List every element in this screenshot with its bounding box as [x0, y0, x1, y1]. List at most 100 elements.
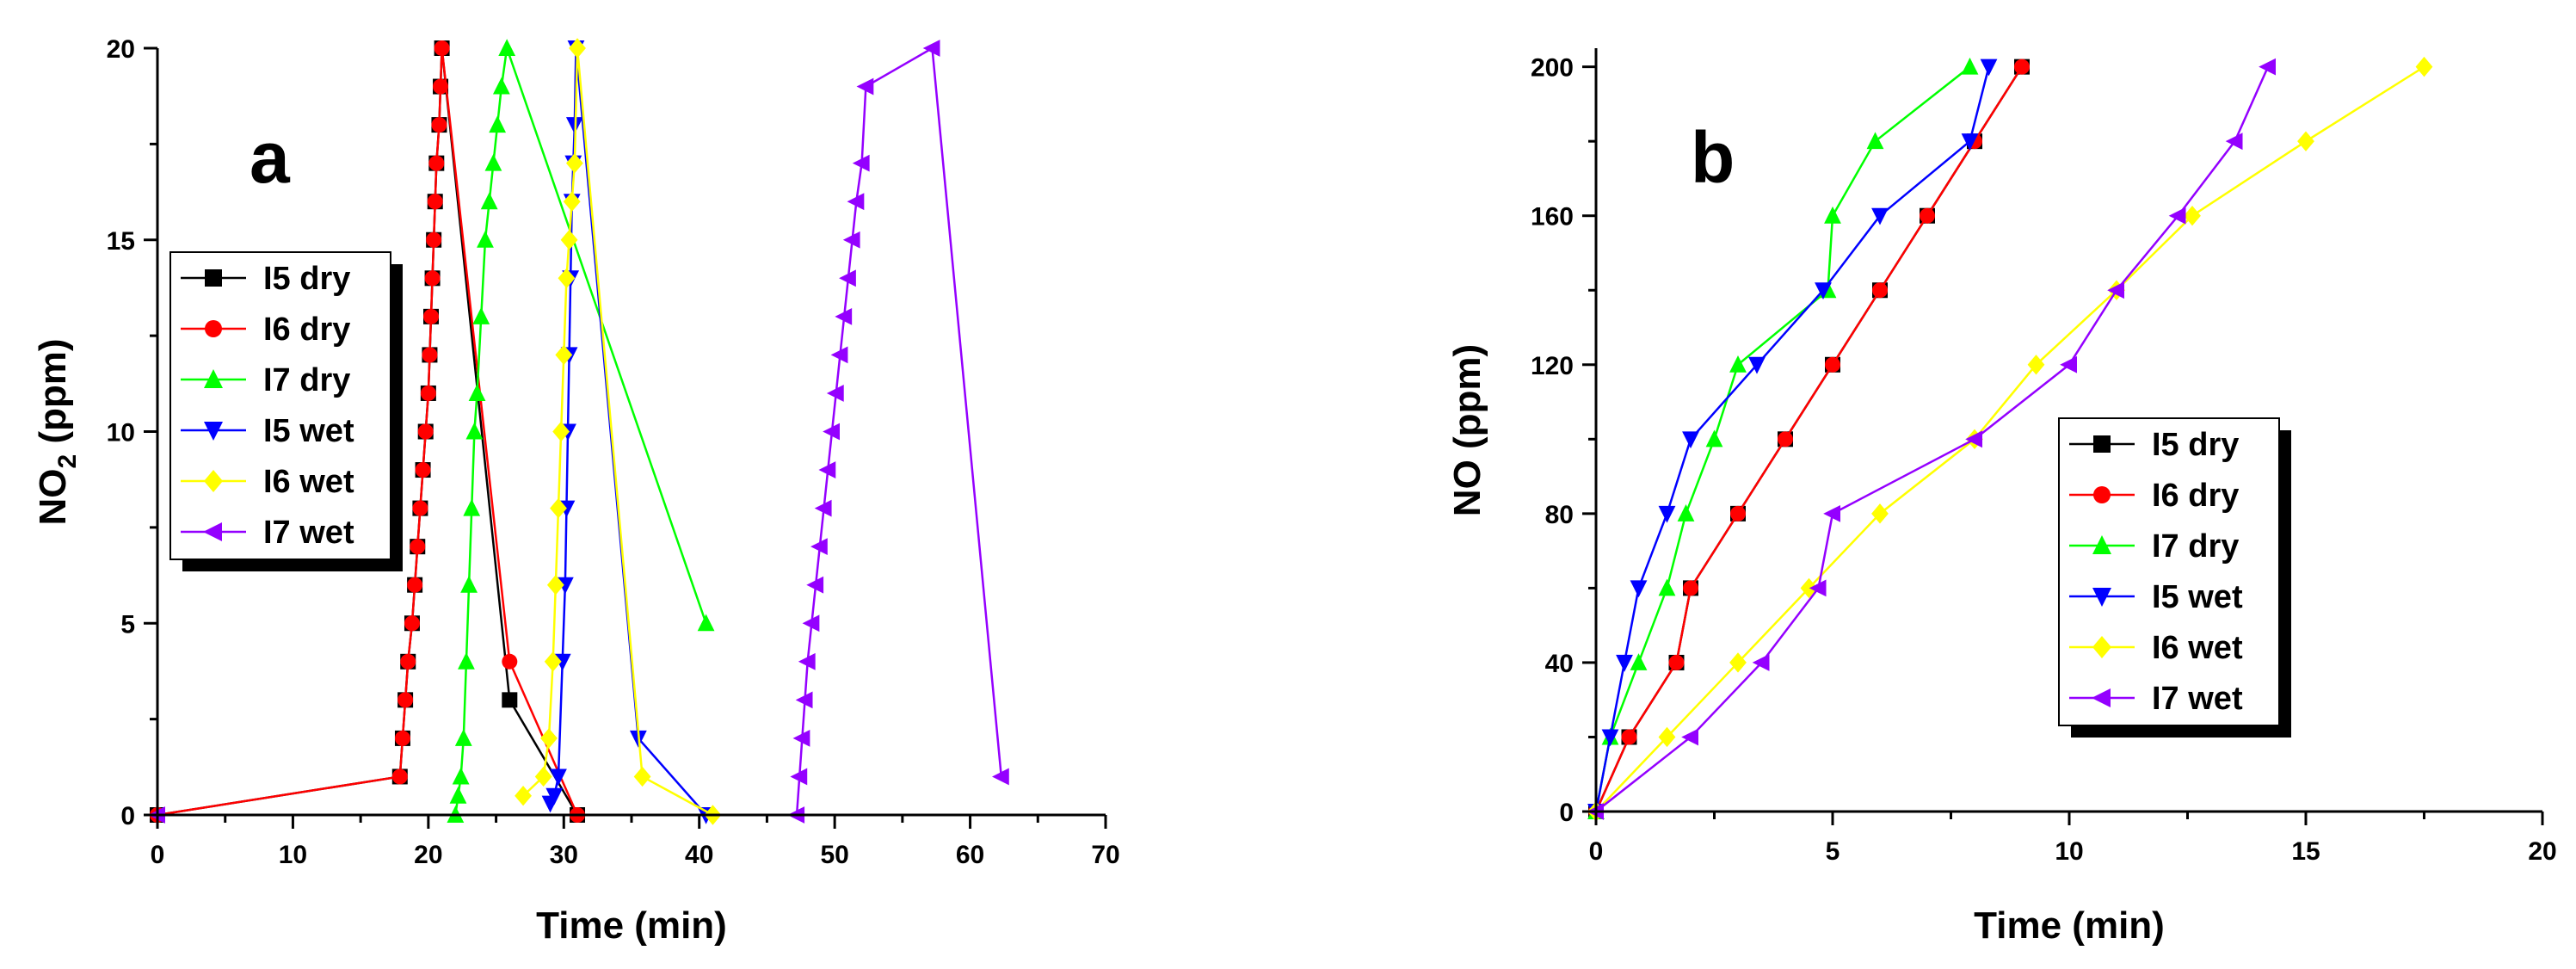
data-point-a-5-6 [802, 614, 820, 633]
data-point-b-1-2 [1668, 654, 1685, 670]
x-tick-label-a-2: 20 [414, 841, 442, 869]
data-point-b-3-1 [1601, 729, 1619, 747]
data-point-a-4-2 [540, 728, 558, 749]
data-point-a-1-9 [415, 462, 431, 478]
legend-label-b-4: I6 wet [2152, 630, 2243, 666]
data-point-b-2-4 [1677, 504, 1695, 522]
data-point-a-5-4 [795, 691, 813, 709]
data-point-b-4-10 [2415, 56, 2433, 77]
data-point-a-2-6 [463, 498, 481, 516]
data-point-a-5-20 [922, 40, 940, 57]
data-point-a-1-5 [404, 615, 420, 632]
legend-marker-a-3 [204, 422, 223, 441]
legend-marker-b-0 [2093, 435, 2111, 453]
legend-label-b-1: I6 dry [2152, 478, 2239, 514]
y-tick-label-a-1: 5 [120, 610, 135, 639]
data-point-a-1-6 [407, 577, 423, 593]
data-point-b-5-8 [2168, 207, 2186, 225]
data-point-a-5-5 [798, 652, 816, 670]
x-tick-label-b-3: 15 [2291, 837, 2320, 866]
data-point-b-5-5 [1965, 430, 1982, 448]
data-point-a-1-20 [434, 40, 450, 56]
series-line-b-1 [1594, 65, 2024, 812]
data-point-b-5-9 [2225, 133, 2243, 151]
data-point-b-4-4 [1871, 503, 1889, 524]
data-point-a-1-21 [502, 653, 518, 670]
y-ticks-b: 0 40 80 120 160 200 [1531, 54, 1596, 827]
data-point-b-1-1 [1621, 729, 1637, 745]
chart-panel-b: 0 5 10 15 20 0 40 80 120 160 200 b Time (min) NO … [1446, 48, 2557, 947]
legend-label-a-4: I6 wet [263, 464, 354, 500]
data-point-a-4-4 [546, 575, 564, 596]
data-point-a-1-2 [394, 730, 410, 746]
data-point-b-3-6 [1748, 356, 1766, 374]
x-ticks-b: 0 5 10 15 20 [1589, 812, 2557, 866]
series-b-i6-dry [1588, 59, 2030, 819]
x-axis-title-b: Time (min) [1974, 904, 2165, 947]
legend-label-a-3: I5 wet [263, 413, 354, 449]
y-tick-label-a-3: 15 [107, 227, 135, 256]
data-point-a-1-11 [420, 385, 436, 401]
data-point-a-2-1 [449, 786, 467, 804]
series-a-i6-dry [150, 40, 586, 823]
data-point-a-1-14 [424, 270, 441, 287]
data-point-a-2-8 [468, 384, 486, 401]
legend-label-b-5: I7 wet [2152, 681, 2243, 717]
data-point-b-3-7 [1815, 282, 1832, 300]
data-point-b-3-2 [1616, 654, 1633, 672]
data-point-a-3-1 [545, 787, 564, 805]
data-point-a-5-21 [991, 768, 1009, 786]
data-point-a-1-13 [423, 308, 440, 324]
data-point-a-4-10 [563, 191, 581, 212]
data-point-a-4-7 [555, 344, 573, 366]
data-point-b-3-8 [1871, 207, 1889, 225]
data-point-b-3-10 [1980, 59, 1998, 77]
x-tick-label-a-1: 10 [279, 841, 307, 869]
legend-label-a-5: I7 wet [263, 515, 354, 551]
y-axis-title-main-a: NO [32, 469, 74, 526]
series-layer-a [148, 38, 1009, 825]
data-point-a-4-9 [560, 230, 578, 250]
x-ticks-a: 0 10 20 30 40 50 60 70 [151, 815, 1120, 869]
legend-marker-b-4 [2092, 636, 2111, 658]
data-point-a-5-12 [826, 385, 844, 402]
data-point-a-2-11 [480, 192, 498, 210]
legend-label-b-3: I5 wet [2152, 579, 2243, 615]
series-line-b-0 [1594, 65, 2024, 812]
data-point-a-5-15 [839, 269, 856, 287]
y-axis-title-tail-a: (ppm) [32, 338, 74, 454]
x-tick-label-a-7: 70 [1091, 841, 1119, 869]
y-tick-label-b-4: 160 [1531, 203, 1574, 231]
legend-label-a-0: I5 dry [263, 261, 350, 297]
legend-marker-a-5 [203, 522, 222, 541]
series-a-i6-wet [515, 38, 722, 825]
data-point-b-1-8 [1920, 207, 1935, 224]
data-point-b-4-8 [2184, 206, 2201, 226]
y-tick-label-b-3: 120 [1531, 352, 1574, 380]
x-tick-label-b-2: 10 [2055, 837, 2083, 866]
legend-label-b-2: I7 dry [2152, 528, 2239, 565]
series-b-i5-dry [1588, 59, 2030, 819]
data-point-a-1-7 [410, 539, 426, 555]
y-tick-label-a-4: 20 [107, 35, 135, 64]
y-tick-label-b-2: 80 [1545, 501, 1574, 529]
legend-label-a-2: I7 dry [263, 362, 350, 398]
data-point-a-5-10 [818, 461, 836, 478]
series-line-a-5 [157, 46, 1003, 817]
data-point-a-4-0 [515, 786, 532, 806]
data-point-a-1-18 [431, 117, 447, 133]
data-point-a-2-13 [489, 115, 507, 133]
data-point-a-4-12 [569, 38, 586, 59]
data-point-a-4-3 [544, 651, 562, 672]
legend-marker-b-2 [2092, 535, 2111, 554]
y-tick-label-a-0: 0 [120, 802, 135, 830]
data-point-a-2-4 [458, 652, 475, 670]
x-tick-label-a-3: 30 [550, 841, 578, 869]
legend-marker-a-1 [205, 320, 222, 337]
data-point-b-1-5 [1778, 431, 1793, 447]
data-point-a-5-16 [842, 231, 860, 249]
legend-marker-a-4 [204, 470, 223, 492]
data-point-b-3-4 [1658, 505, 1676, 523]
legend-marker-a-0 [205, 269, 222, 287]
